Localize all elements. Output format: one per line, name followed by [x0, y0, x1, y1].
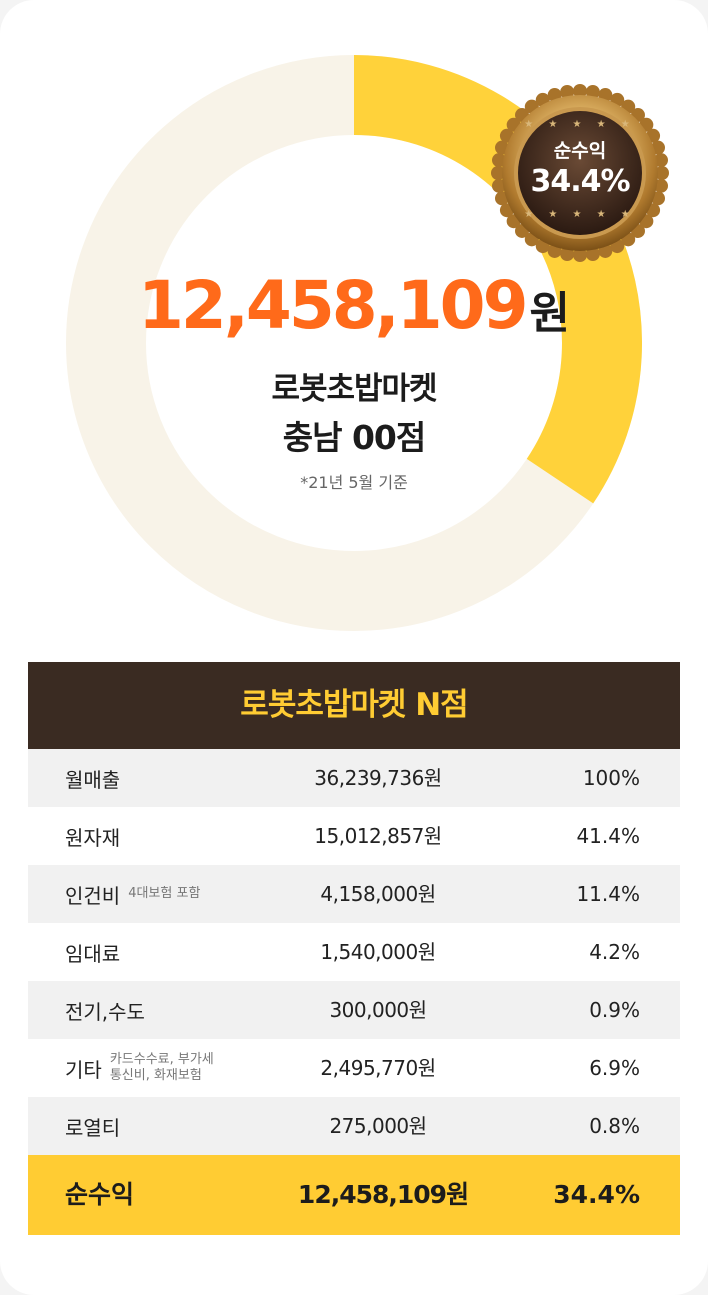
row-value: 4,158,000원 [320, 882, 436, 906]
medal-badge-icon [491, 84, 669, 262]
row-label: 전기,수도 [65, 999, 145, 1024]
medal-tooth [573, 84, 587, 98]
row-percent: 11.4% [576, 882, 640, 906]
row-name: 임대료 [65, 923, 120, 981]
medal-stars-bottom: ★ ★ ★ ★ ★ [524, 209, 636, 220]
table-rows: 월매출 36,239,736원 100% 원자재 15,012,857원 41.4% 인건비… [28, 749, 680, 1155]
total-value: 12,458,109원 [297, 1180, 469, 1209]
medal-tooth [492, 153, 507, 168]
table-row: 기타 카드수수료, 부가세 통신비, 화재보험 2,495,770원 6.9% [28, 1039, 680, 1097]
total-name: 순수익 [65, 1180, 135, 1209]
row-name: 로열티 [65, 1097, 120, 1155]
medal-tooth [492, 178, 507, 193]
basis-note: *21년 5월 기준 [300, 473, 408, 492]
table-row: 인건비 4대보험 포함 4,158,000원 11.4% [28, 865, 680, 923]
table-row: 임대료 1,540,000원 4.2% [28, 923, 680, 981]
breakdown-table: 로봇초밥마켓 N점 월매출 36,239,736원 100% 원자재 15,012,85… [28, 662, 680, 1235]
table-row: 월매출 36,239,736원 100% [28, 749, 680, 807]
row-percent: 4.2% [589, 940, 640, 964]
net-profit-amount: 12,458,109원 [137, 267, 570, 344]
row-note: 카드수수료, 부가세 통신비, 화재보험 [109, 1052, 214, 1083]
medal-tooth [491, 166, 505, 180]
row-percent: 0.8% [589, 1114, 640, 1138]
table-row: 원자재 15,012,857원 41.4% [28, 807, 680, 865]
row-name: 인건비 4대보험 포함 [65, 865, 200, 923]
row-value: 275,000원 [329, 1114, 427, 1138]
row-value: 36,239,736원 [314, 766, 442, 790]
row-label: 기타 [65, 1057, 102, 1082]
row-label: 원자재 [65, 825, 121, 850]
row-percent: 0.9% [589, 998, 640, 1022]
row-value: 1,540,000원 [320, 940, 436, 964]
row-name: 원자재 [65, 807, 120, 865]
medal-tooth [585, 85, 600, 100]
medal-tooth [653, 178, 668, 193]
medal-text: ★ ★ ★ ★ ★ 순수익 34.4% ★ ★ ★ ★ ★ [491, 84, 669, 262]
table-row: 로열티 275,000원 0.8% [28, 1097, 680, 1155]
medal-tooth [655, 166, 669, 180]
table-row: 전기,수도 300,000원 0.9% [28, 981, 680, 1039]
currency-unit: 원 [529, 288, 570, 339]
medal-tooth [573, 248, 587, 262]
medal-label: 순수익 [553, 140, 607, 162]
row-label: 월매출 [65, 767, 121, 792]
row-note: 4대보험 포함 [128, 886, 201, 901]
row-label: 임대료 [65, 941, 121, 966]
row-name: 기타 카드수수료, 부가세 통신비, 화재보험 [65, 1039, 214, 1097]
medal-tooth [585, 246, 600, 261]
row-percent: 41.4% [576, 824, 640, 848]
table-header: 로봇초밥마켓 N점 [28, 662, 680, 749]
row-name: 월매출 [65, 749, 120, 807]
medal-stars-top: ★ ★ ★ ★ ★ [524, 119, 636, 130]
row-percent: 6.9% [589, 1056, 640, 1080]
row-value: 2,495,770원 [320, 1056, 436, 1080]
row-value: 300,000원 [329, 998, 427, 1022]
total-percent: 34.4% [553, 1180, 640, 1209]
medal-tooth [560, 246, 575, 261]
row-percent: 100% [582, 766, 640, 790]
medal-tooth [653, 153, 668, 168]
row-value: 15,012,857원 [314, 824, 442, 848]
row-name: 전기,수도 [65, 981, 145, 1039]
total-row: 순수익 12,458,109원 34.4% [28, 1155, 680, 1235]
donut-center: 12,458,109원 로봇초밥마켓 충남 00점 *21년 5월 기준 [66, 55, 642, 631]
medal-tooth [560, 85, 575, 100]
row-label: 로열티 [65, 1115, 121, 1140]
store-name: 로봇초밥마켓 [271, 371, 437, 407]
medal-percent: 34.4% [530, 164, 630, 199]
store-branch: 충남 00점 [282, 418, 427, 457]
row-label: 인건비 [65, 883, 121, 908]
